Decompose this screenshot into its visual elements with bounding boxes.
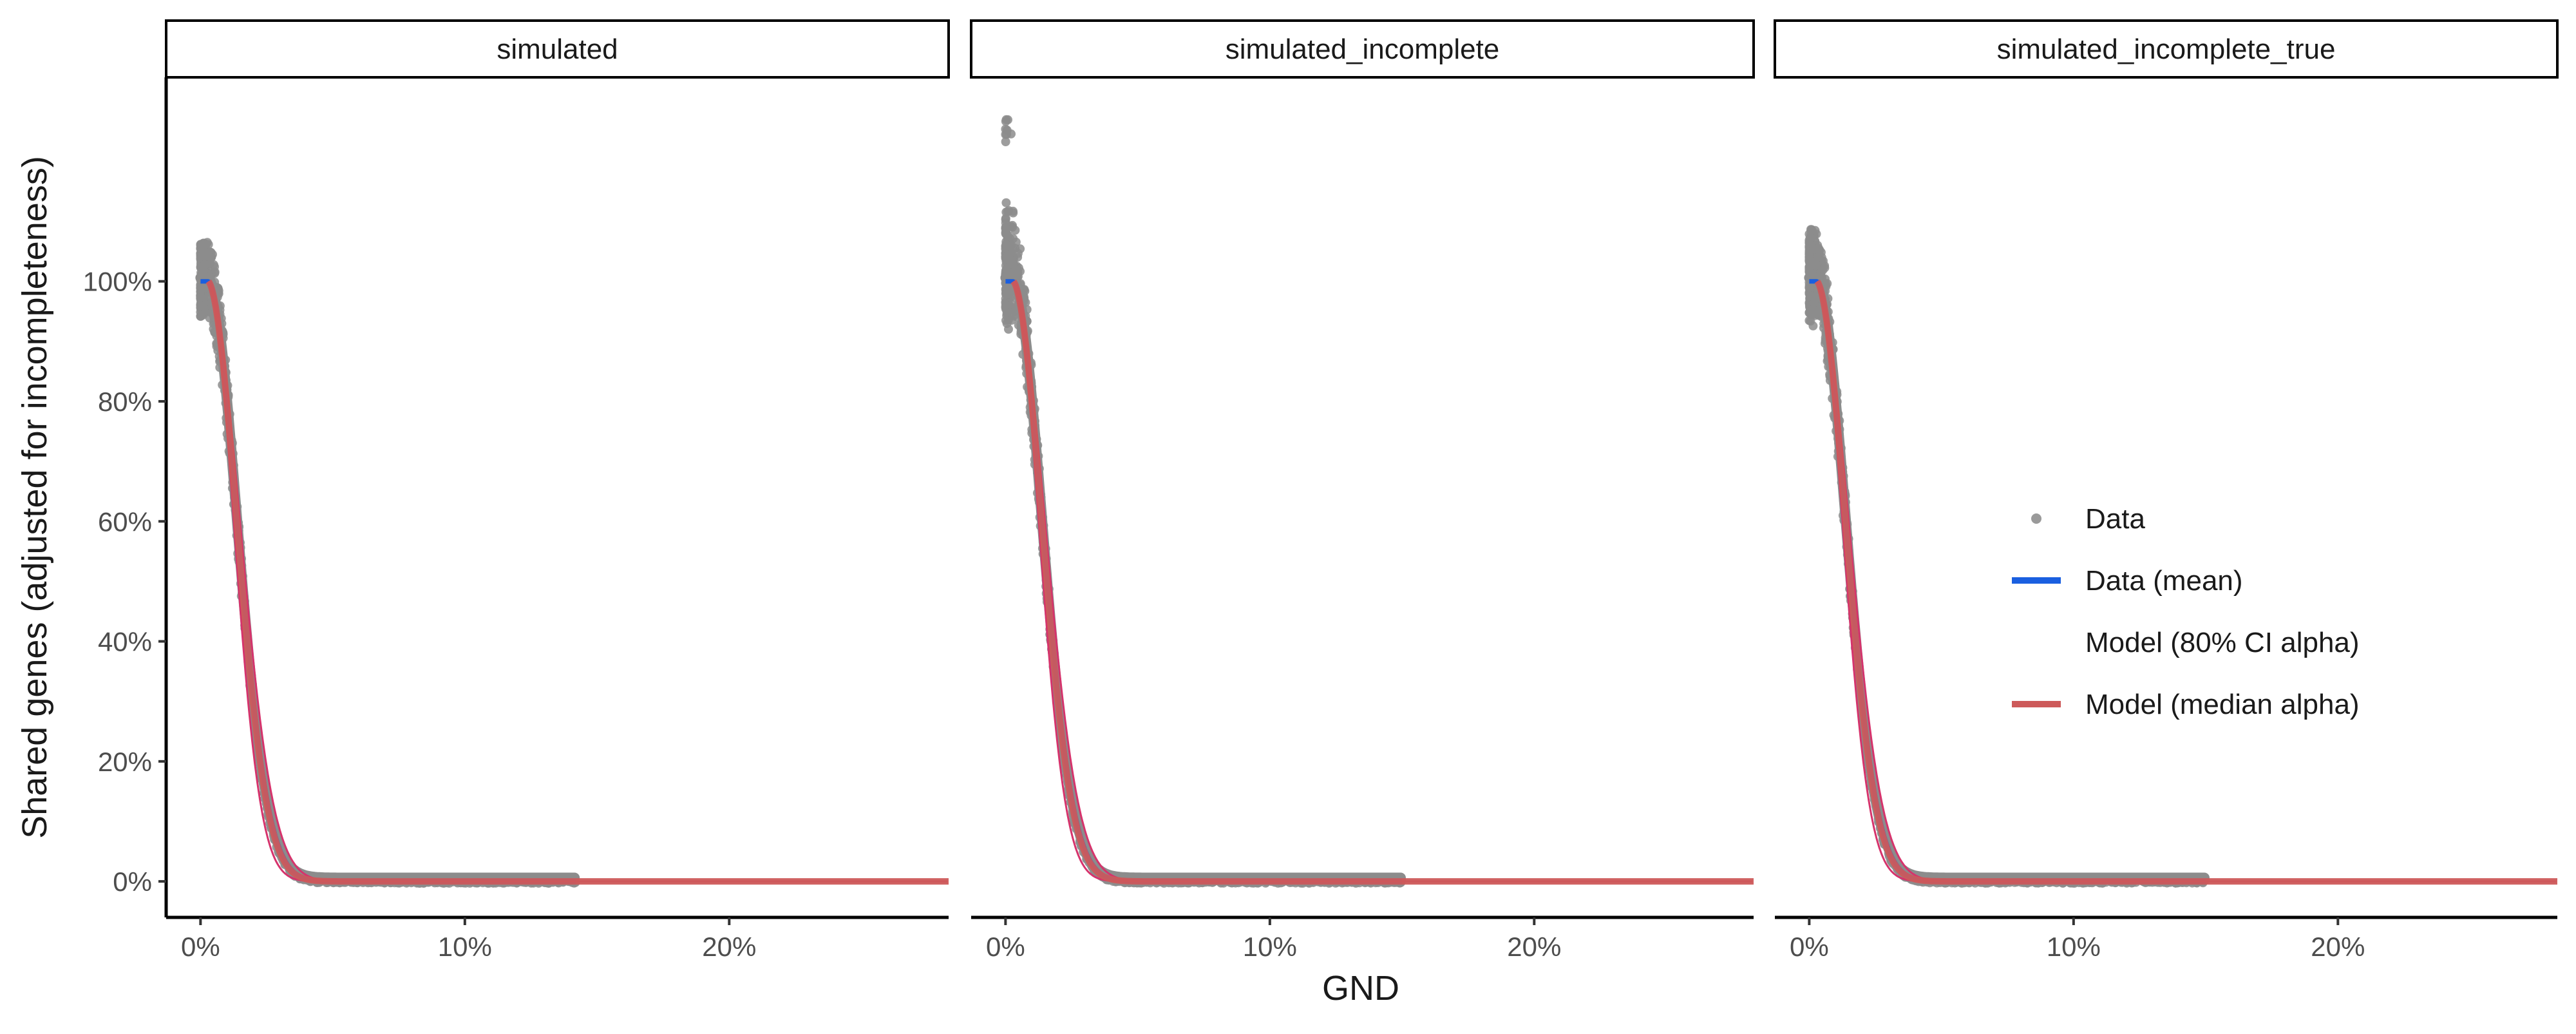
data-point bbox=[1001, 254, 1010, 263]
data-point bbox=[196, 301, 205, 311]
y-axis-title: Shared genes (adjusted for incompletenes… bbox=[15, 156, 54, 839]
x-tick-label: 10% bbox=[438, 932, 492, 962]
legend-item: Data bbox=[2031, 503, 2145, 535]
data-point bbox=[1001, 224, 1010, 233]
data-point bbox=[1013, 249, 1023, 258]
data-point bbox=[1804, 283, 1814, 292]
x-tick-label: 20% bbox=[2311, 932, 2365, 962]
data-point bbox=[1820, 263, 1830, 273]
facet-strip-label: simulated_incomplete bbox=[1226, 34, 1500, 65]
data-point bbox=[1808, 305, 1818, 314]
model-ci-line-0 bbox=[207, 280, 947, 883]
x-tick-label: 20% bbox=[1507, 932, 1561, 962]
data-point bbox=[199, 238, 209, 248]
model-median-line bbox=[1814, 279, 2557, 885]
data-point bbox=[1804, 238, 1814, 247]
panel-simulated: simulated 0% 20% 40% 60% 80% 100% 0% 10% 20% bbox=[83, 19, 950, 962]
data-mean-line bbox=[200, 279, 576, 884]
data-points bbox=[1804, 225, 2210, 888]
data-point bbox=[1008, 222, 1018, 232]
x-axis-title: GND bbox=[1322, 969, 1399, 1008]
data-point bbox=[198, 283, 208, 292]
y-tick-label: 20% bbox=[98, 747, 152, 777]
x-tick-label: 20% bbox=[702, 932, 756, 962]
y-tick-label: 40% bbox=[98, 627, 152, 657]
data-point bbox=[1807, 226, 1817, 235]
y-tick-label: 60% bbox=[98, 506, 152, 537]
x-tick-label: 0% bbox=[181, 932, 220, 962]
x-tick-label: 0% bbox=[1790, 932, 1829, 962]
legend-item: Model (80% CI alpha) bbox=[2085, 627, 2360, 658]
x-tick-label: 0% bbox=[986, 932, 1025, 962]
model-median-line bbox=[1010, 279, 1754, 885]
legend-label: Model (80% CI alpha) bbox=[2085, 627, 2360, 658]
data-points-band bbox=[1000, 273, 1406, 883]
data-point bbox=[196, 293, 205, 303]
data-point bbox=[1001, 198, 1011, 207]
legend: Data Data (mean) Model (80% CI alpha) Model… bbox=[2012, 503, 2360, 720]
data-point bbox=[1814, 244, 1823, 253]
panel-simulated_incomplete: simulated_incomplete 0% 10% 20% bbox=[970, 19, 1755, 962]
x-tick-label: 10% bbox=[1243, 932, 1297, 962]
data-point bbox=[1001, 137, 1010, 146]
data-point bbox=[199, 261, 209, 271]
data-point bbox=[1001, 289, 1011, 299]
y-tick-label: 80% bbox=[98, 387, 152, 417]
legend-item: Model (median alpha) bbox=[2012, 689, 2360, 720]
data-point bbox=[1810, 294, 1820, 304]
data-point bbox=[1004, 206, 1014, 215]
model-median-line bbox=[205, 279, 949, 885]
facet-strip-label: simulated_incomplete_true bbox=[1997, 34, 2336, 65]
data-point bbox=[1001, 117, 1010, 126]
data-point bbox=[1011, 265, 1021, 275]
data-points bbox=[196, 238, 580, 888]
panel-simulated_incomplete_true: simulated_incomplete_true 0% 10% 20% bbox=[1774, 19, 2559, 962]
data-point bbox=[1009, 234, 1018, 244]
facet-strip bbox=[970, 19, 1755, 79]
data-points-band bbox=[195, 273, 580, 883]
legend-label: Data (mean) bbox=[2085, 565, 2243, 597]
facet-strip bbox=[1774, 19, 2559, 79]
x-tick-label: 10% bbox=[2047, 932, 2101, 962]
data-point bbox=[1009, 311, 1018, 321]
model-ci-line-0 bbox=[1012, 280, 1752, 883]
data-point bbox=[1001, 242, 1010, 251]
data-point bbox=[1808, 321, 1818, 330]
legend-key-point bbox=[2031, 513, 2041, 524]
facet-strip bbox=[165, 19, 950, 79]
model-ci-line-1 bbox=[207, 280, 947, 883]
data-point bbox=[1002, 126, 1012, 135]
y-tick-label: 0% bbox=[113, 866, 152, 897]
legend-label: Model (median alpha) bbox=[2085, 689, 2360, 720]
y-tick-label: 100% bbox=[83, 267, 152, 297]
legend-label: Data bbox=[2085, 503, 2145, 535]
data-point bbox=[202, 249, 211, 258]
model-ci-line-1 bbox=[1012, 280, 1752, 883]
legend-item: Data (mean) bbox=[2012, 565, 2243, 597]
data-point bbox=[1804, 249, 1814, 259]
facet-strip-label: simulated bbox=[497, 34, 618, 65]
